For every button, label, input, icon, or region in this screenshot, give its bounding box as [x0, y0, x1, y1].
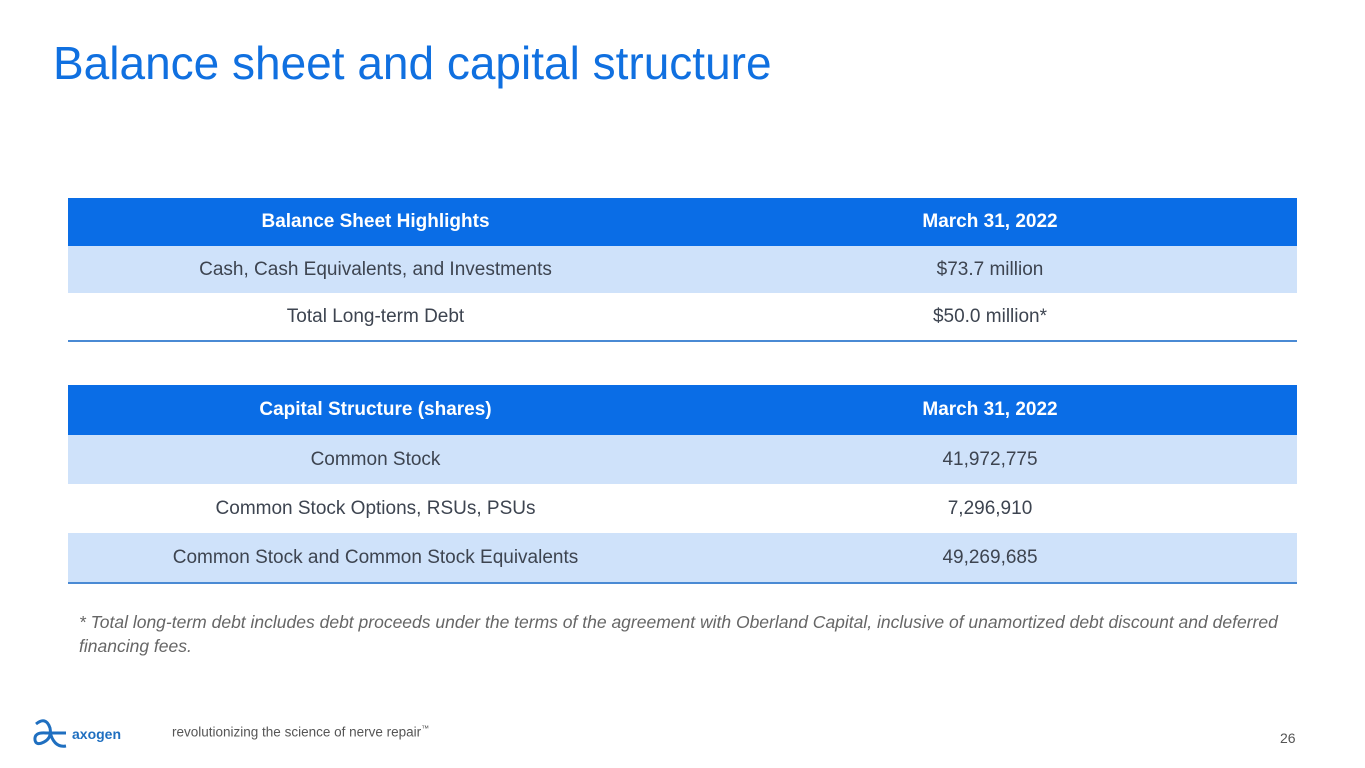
slide-title: Balance sheet and capital structure — [53, 37, 772, 89]
logo-text: axogen — [72, 726, 122, 742]
row-label: Total Long-term Debt — [286, 305, 465, 327]
row-value: 7,296,910 — [947, 497, 1033, 519]
tagline-text: revolutionizing the science of nerve rep… — [172, 724, 422, 740]
table-header: Balance Sheet Highlights March 31, 2022 — [68, 198, 1297, 246]
row-label: Common Stock — [68, 435, 683, 484]
trademark: ™ — [421, 724, 430, 733]
header-cell: March 31, 2022 — [683, 385, 1297, 435]
balance-sheet-table: Balance Sheet Highlights March 31, 2022 C… — [68, 198, 1297, 342]
capital-structure-table: Capital Structure (shares) March 31, 2022… — [68, 385, 1297, 584]
row-value: 41,972,775 — [683, 435, 1297, 484]
row-label: Common Stock Options, RSUs, PSUs — [215, 497, 536, 519]
table-row: Common Stock and Common Stock Equivalent… — [68, 533, 1297, 583]
axogen-logo: axogen — [32, 718, 121, 750]
row-label: Common Stock and Common Stock Equivalent… — [68, 533, 683, 583]
table-row: Cash, Cash Equivalents, and Investments $… — [68, 246, 1297, 293]
tagline: revolutionizing the science of nerve rep… — [172, 724, 429, 740]
table-row: Common Stock 41,972,775 — [68, 435, 1297, 484]
header-cell: Balance Sheet Highlights — [68, 198, 683, 246]
page-number: 26 — [1280, 730, 1296, 746]
table-row: Common Stock Options, RSUs, PSUs 7,296,91… — [68, 484, 1297, 533]
row-value: 49,269,685 — [683, 533, 1297, 583]
row-value: $50.0 million* — [932, 305, 1048, 327]
row-value: $73.7 million — [683, 246, 1297, 293]
header-cell: Capital Structure (shares) — [68, 385, 683, 435]
table-row: Total Long-term Debt $50.0 million* — [68, 293, 1297, 341]
table-header: Capital Structure (shares) March 31, 2022 — [68, 385, 1297, 435]
header-cell: March 31, 2022 — [683, 198, 1297, 246]
axogen-symbol-icon — [33, 719, 67, 748]
row-label: Cash, Cash Equivalents, and Investments — [68, 246, 683, 293]
footnote: * Total long-term debt includes debt pro… — [79, 612, 1278, 656]
